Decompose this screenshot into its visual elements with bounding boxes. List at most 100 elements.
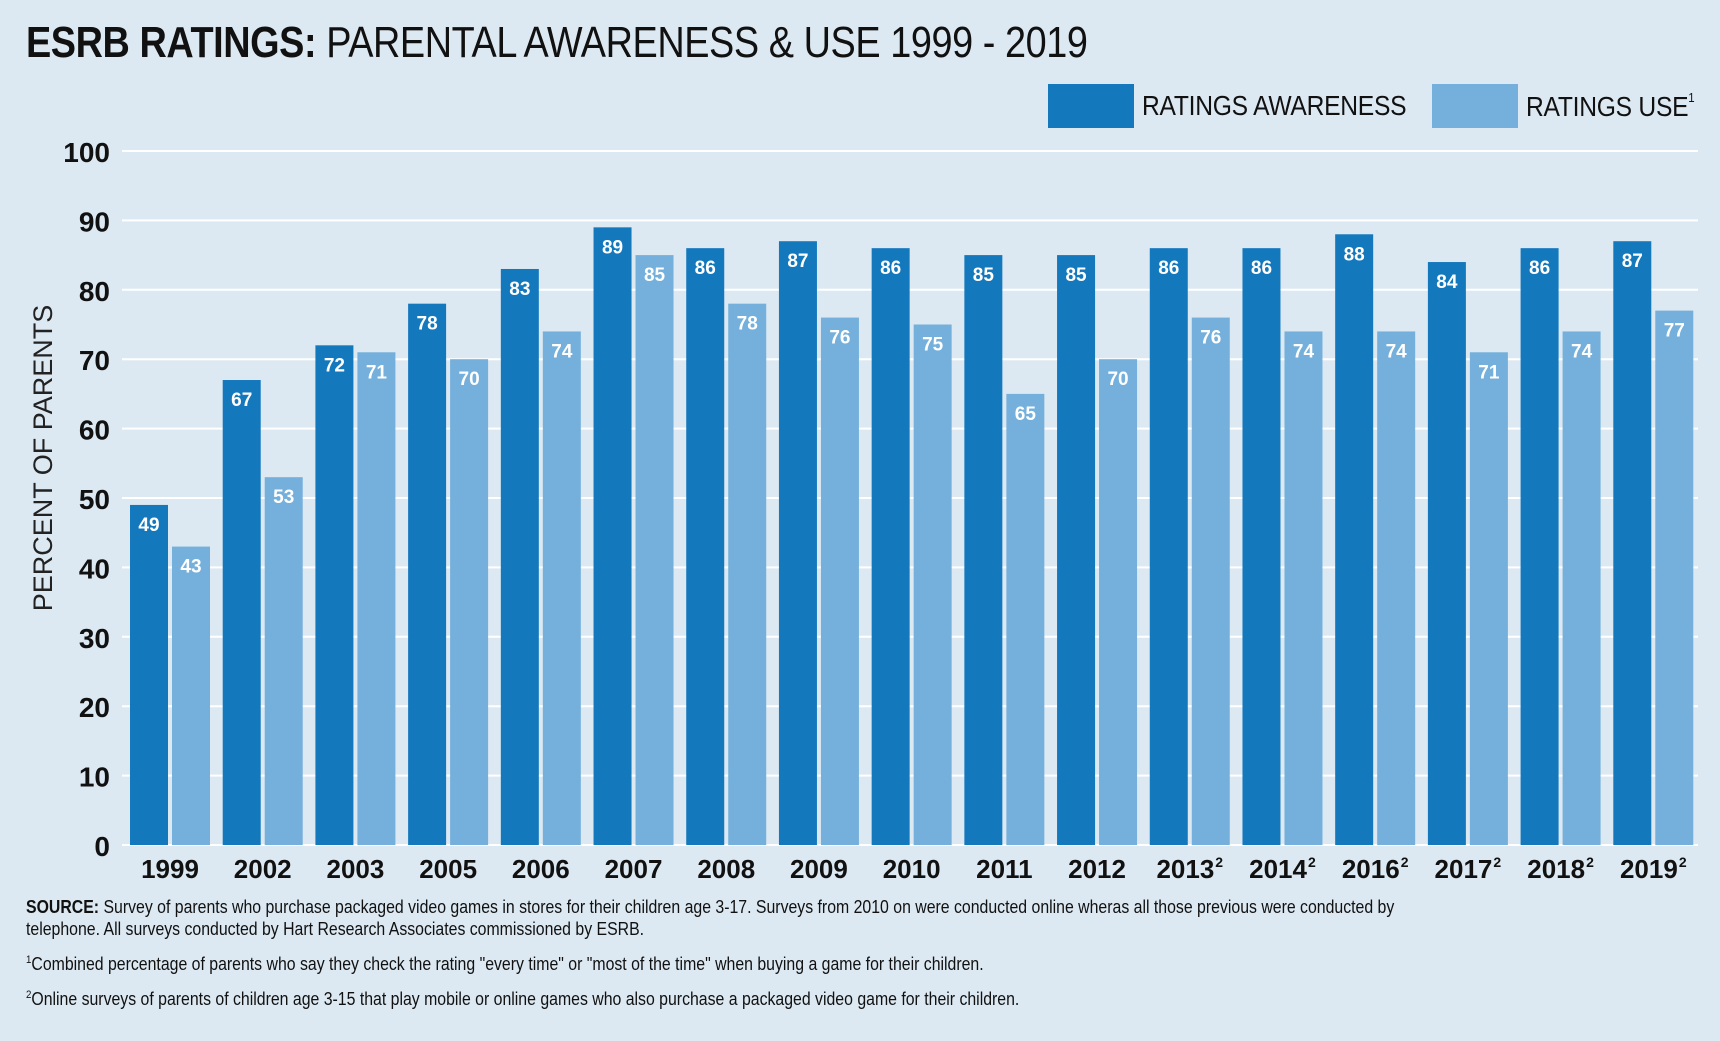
- data-label-awareness: 72: [324, 355, 345, 376]
- data-label-awareness: 85: [1065, 265, 1087, 286]
- x-tick-label: 2011: [976, 854, 1032, 884]
- y-tick-label: 90: [79, 206, 110, 237]
- data-label-awareness: 89: [602, 237, 623, 258]
- bar-use: [1191, 317, 1230, 845]
- y-axis-label: PERCENT OF PARENTS: [28, 305, 58, 612]
- legend-label-use-text: RATINGS USE: [1526, 90, 1689, 122]
- footnote-2: 2Online surveys of parents of children a…: [26, 984, 1434, 1010]
- legend-item-awareness: RATINGS AWARENESS: [1048, 84, 1442, 128]
- x-tick-label: 20182: [1527, 854, 1594, 884]
- x-tick-label: 20162: [1342, 854, 1409, 884]
- bar-use: [635, 255, 674, 846]
- data-label-awareness: 87: [787, 251, 808, 272]
- legend-label-awareness: RATINGS AWARENESS: [1142, 90, 1407, 121]
- bar-awareness: [1613, 241, 1652, 846]
- data-label-awareness: 49: [138, 515, 159, 536]
- data-label-awareness: 87: [1622, 251, 1643, 272]
- data-label-awareness: 86: [695, 258, 716, 279]
- data-label-awareness: 84: [1436, 272, 1458, 293]
- bar-awareness: [964, 255, 1003, 846]
- data-label-use: 53: [273, 487, 294, 508]
- y-tick-label: 30: [79, 623, 110, 654]
- bar-awareness: [1335, 234, 1374, 845]
- bar-awareness: [315, 345, 354, 845]
- legend-item-use: RATINGS USE1: [1432, 84, 1717, 128]
- data-label-use: 76: [1200, 328, 1221, 349]
- footnote-2-marker: 2: [26, 989, 32, 1001]
- data-label-awareness: 67: [231, 390, 252, 411]
- legend-label-use-superscript: 1: [1688, 89, 1695, 105]
- data-label-awareness: 86: [1158, 258, 1179, 279]
- bar-awareness: [500, 268, 539, 846]
- data-label-use: 74: [551, 341, 573, 362]
- data-label-use: 65: [1015, 404, 1037, 425]
- x-tick-label: 2010: [883, 854, 941, 884]
- title-light: PARENTAL AWARENESS & USE 1999 - 2019: [326, 18, 1088, 67]
- source-label: SOURCE:: [26, 897, 100, 917]
- chart-title: ESRB RATINGS: PARENTAL AWARENESS & USE 1…: [26, 18, 1088, 68]
- data-label-use: 43: [180, 557, 201, 578]
- bar-use: [357, 352, 396, 845]
- y-tick-label: 10: [79, 762, 110, 793]
- bar-awareness: [778, 241, 817, 846]
- data-label-use: 71: [366, 362, 388, 383]
- data-label-awareness: 85: [973, 265, 995, 286]
- footnotes: SOURCE: Survey of parents who purchase p…: [26, 896, 1434, 1019]
- bar-use: [820, 317, 859, 845]
- bar-awareness: [593, 227, 632, 846]
- footnote-2-text: Online surveys of parents of children ag…: [31, 989, 1020, 1009]
- bar-awareness: [1520, 248, 1559, 845]
- bar-awareness: [686, 248, 725, 845]
- x-tick-label: 2006: [512, 854, 570, 884]
- x-tick-label: 2009: [790, 854, 848, 884]
- bar-use: [1562, 331, 1601, 845]
- bar-use: [1655, 310, 1694, 845]
- data-label-use: 75: [922, 335, 944, 356]
- x-tick-label: 2008: [697, 854, 755, 884]
- bar-use: [450, 359, 489, 845]
- data-label-awareness: 86: [1251, 258, 1272, 279]
- x-tick-label: 2005: [419, 854, 477, 884]
- y-tick-label: 100: [63, 137, 110, 168]
- bar-use: [172, 546, 210, 845]
- x-tick-label: 2007: [605, 854, 663, 884]
- data-label-use: 74: [1386, 341, 1408, 362]
- data-label-awareness: 86: [880, 258, 901, 279]
- bar-use: [1006, 393, 1045, 845]
- y-tick-label: 80: [79, 276, 110, 307]
- data-label-use: 74: [1293, 341, 1315, 362]
- y-tick-label: 0: [94, 831, 110, 862]
- data-label-use: 71: [1478, 362, 1500, 383]
- x-tick-label: 1999: [141, 854, 199, 884]
- bar-awareness: [1427, 262, 1466, 845]
- x-tick-label: 2003: [326, 854, 384, 884]
- bar-use: [913, 324, 952, 845]
- legend-label-use: RATINGS USE1: [1526, 89, 1695, 123]
- y-tick-label: 70: [79, 345, 110, 376]
- bar-awareness: [1242, 248, 1281, 845]
- source-text: Survey of parents who purchase packaged …: [26, 897, 1395, 939]
- source-note: SOURCE: Survey of parents who purchase p…: [26, 896, 1434, 940]
- data-label-use: 78: [737, 314, 758, 335]
- data-label-awareness: 83: [509, 279, 530, 300]
- bar-awareness: [1149, 248, 1188, 845]
- bar-use: [1469, 352, 1508, 845]
- data-label-use: 77: [1664, 321, 1685, 342]
- data-label-use: 74: [1571, 341, 1593, 362]
- bar-awareness: [222, 380, 261, 845]
- x-tick-label: 20172: [1435, 854, 1502, 884]
- data-label-use: 70: [1107, 369, 1128, 390]
- bar-use: [1099, 359, 1138, 845]
- y-tick-label: 40: [79, 553, 110, 584]
- legend-swatch-awareness: [1048, 84, 1134, 128]
- x-tick-label: 2012: [1068, 854, 1126, 884]
- footnote-1-marker: 1: [26, 954, 32, 966]
- footnote-1-text: Combined percentage of parents who say t…: [31, 954, 984, 974]
- bar-awareness: [130, 504, 168, 845]
- data-label-use: 76: [829, 328, 850, 349]
- data-label-awareness: 88: [1344, 244, 1365, 265]
- x-tick-label: 20132: [1156, 854, 1223, 884]
- bar-awareness: [408, 303, 447, 845]
- bar-use: [1284, 331, 1323, 845]
- y-tick-label: 50: [79, 484, 110, 515]
